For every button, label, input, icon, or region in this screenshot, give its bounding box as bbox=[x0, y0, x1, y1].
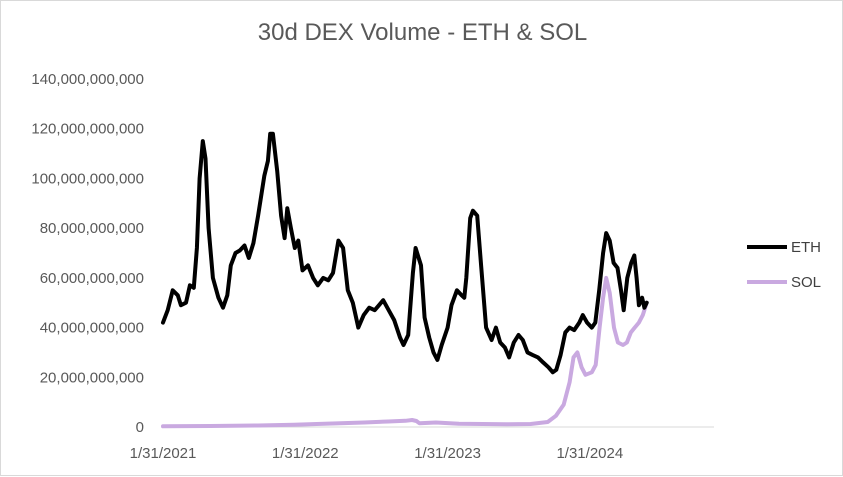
y-tick-label: 140,000,000,000 bbox=[31, 71, 144, 88]
series-line-sol bbox=[161, 275, 649, 429]
y-tick-label: 120,000,000,000 bbox=[31, 121, 144, 138]
legend-label-eth: ETH bbox=[791, 239, 821, 256]
series-line-eth bbox=[161, 131, 649, 375]
y-axis-ticks: 0 20,000,000,000 40,000,000,000 60,000,000,… bbox=[31, 71, 144, 436]
x-tick-label: 1/31/2021 bbox=[130, 445, 197, 462]
series-lines bbox=[161, 131, 649, 429]
y-tick-label: 0 bbox=[136, 419, 144, 436]
x-axis-ticks: 1/31/2021 1/31/2022 1/31/2023 1/31/2024 bbox=[130, 445, 624, 462]
x-tick-label: 1/31/2023 bbox=[414, 445, 481, 462]
y-tick-label: 40,000,000,000 bbox=[40, 320, 144, 337]
y-tick-label: 80,000,000,000 bbox=[40, 220, 144, 237]
y-tick-label: 60,000,000,000 bbox=[40, 270, 144, 287]
y-tick-label: 100,000,000,000 bbox=[31, 170, 144, 187]
x-tick-label: 1/31/2024 bbox=[556, 445, 623, 462]
x-tick-label: 1/31/2022 bbox=[272, 445, 339, 462]
chart-title: 30d DEX Volume - ETH & SOL bbox=[257, 19, 588, 46]
legend: ETH SOL bbox=[747, 239, 821, 291]
y-tick-label: 20,000,000,000 bbox=[40, 369, 144, 386]
legend-label-sol: SOL bbox=[791, 274, 821, 291]
